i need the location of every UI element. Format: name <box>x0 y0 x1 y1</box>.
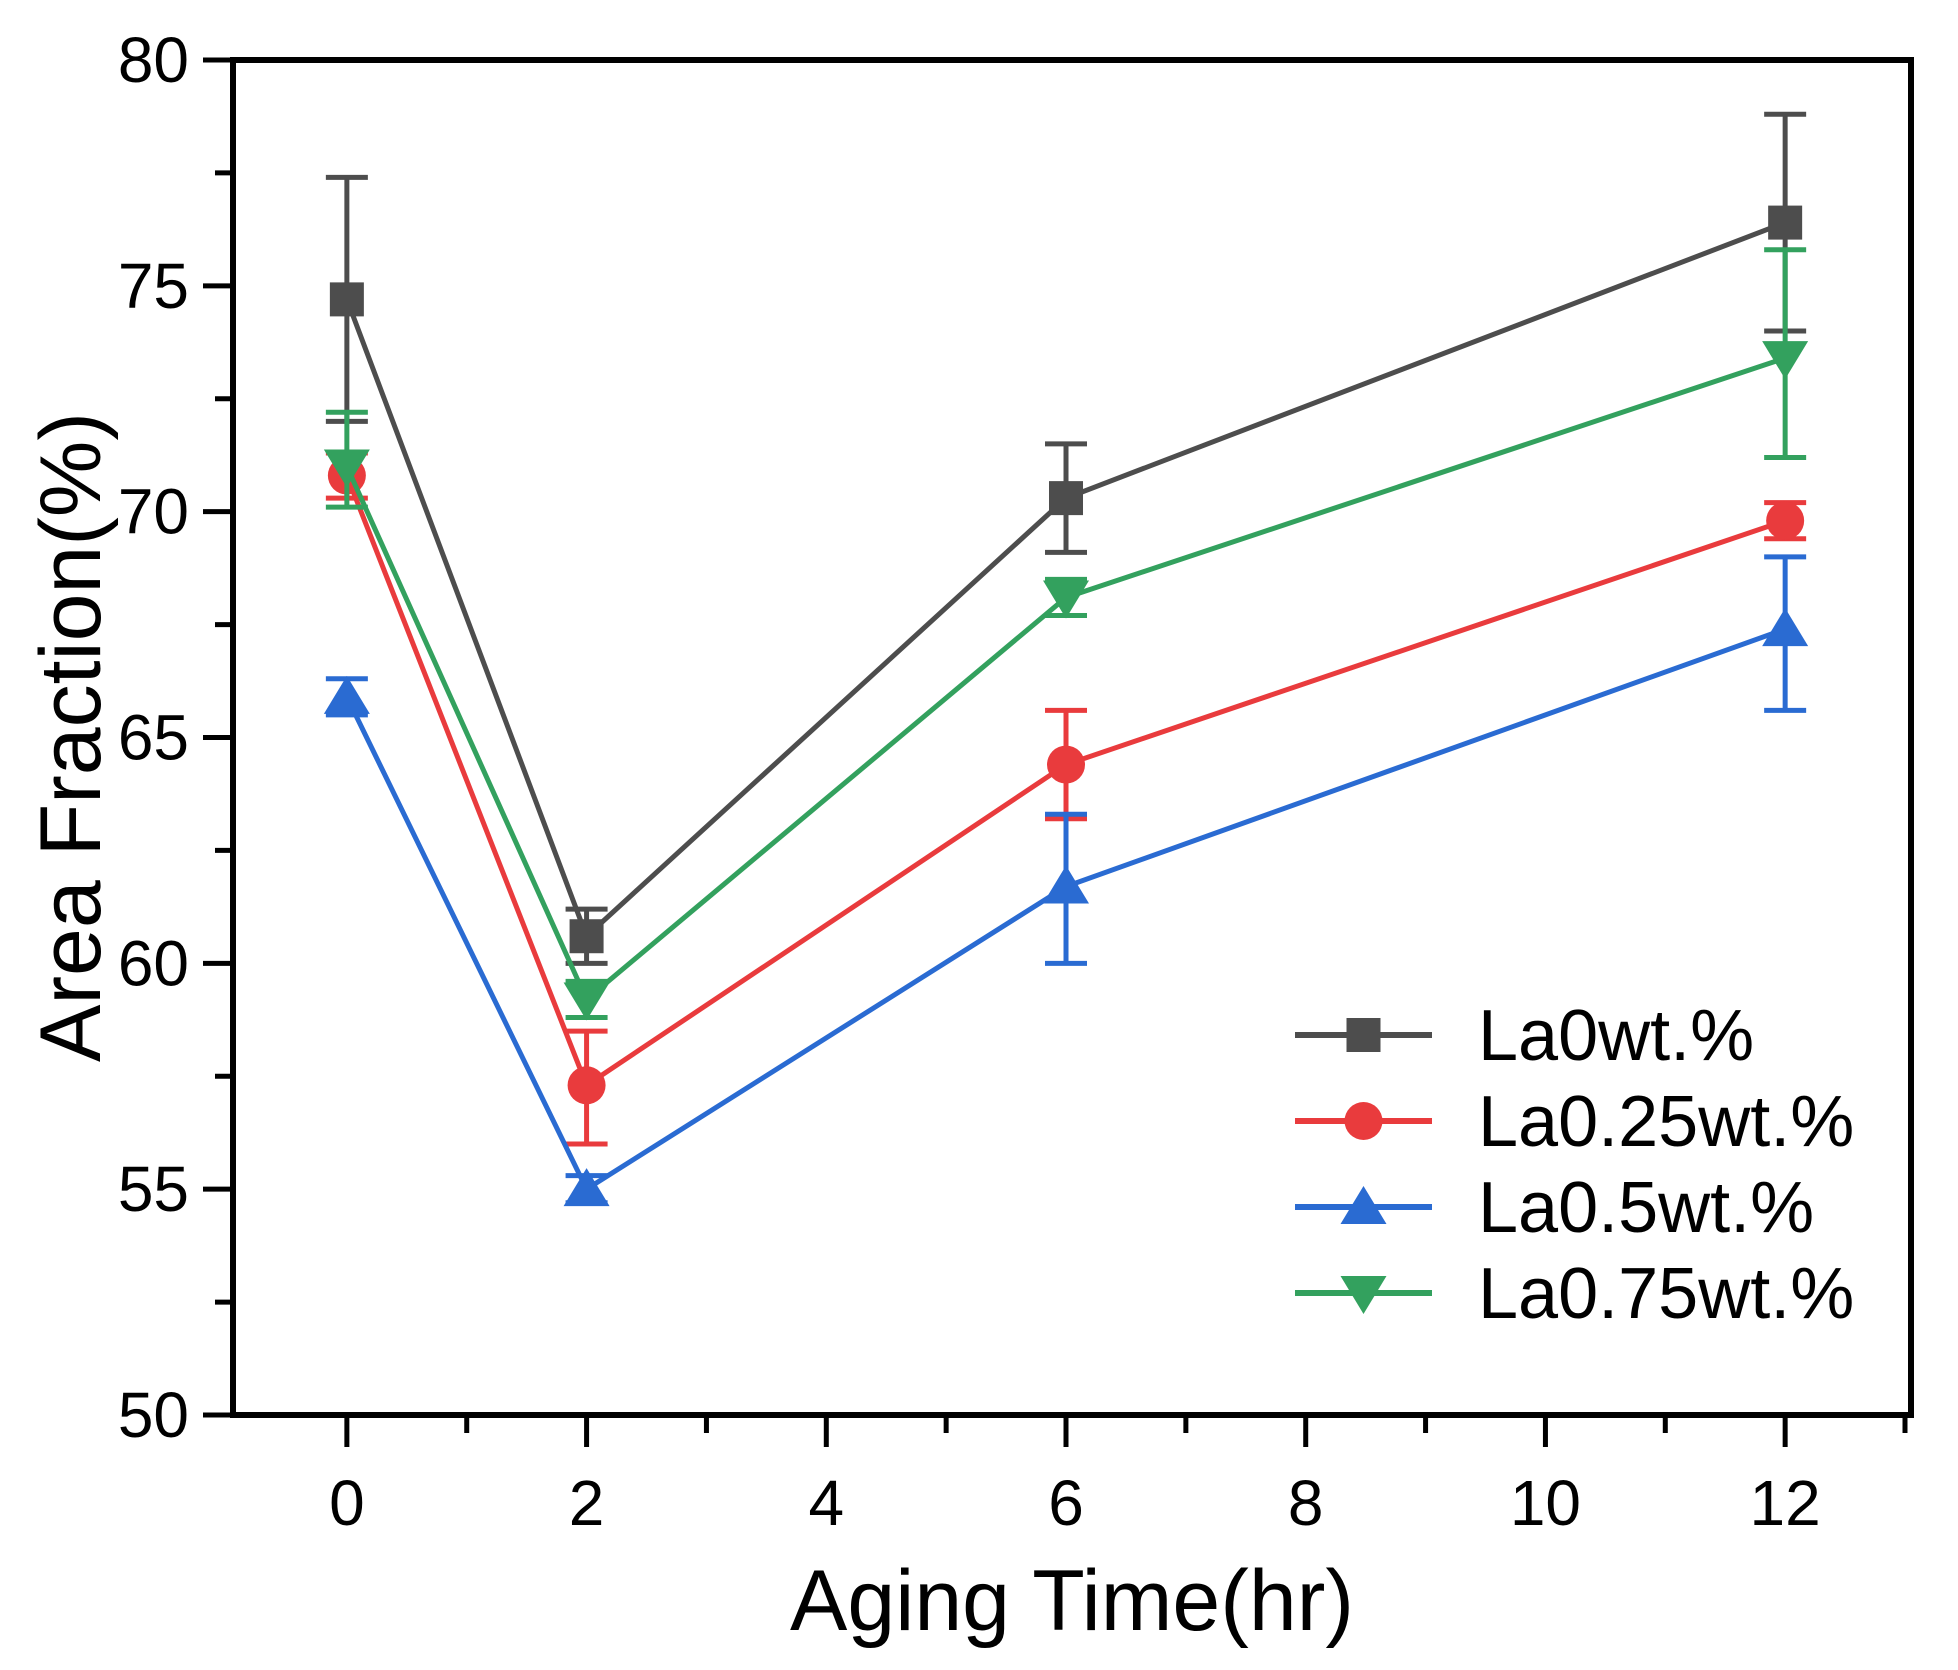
x-tick-label: 12 <box>1750 1467 1821 1539</box>
triangle-down-marker <box>563 982 610 1021</box>
circle-marker <box>567 1066 606 1105</box>
triangle-down-marker <box>1043 580 1090 619</box>
x-tick-label: 4 <box>808 1467 844 1539</box>
y-tick-label: 65 <box>118 702 189 774</box>
x-tick-label: 8 <box>1288 1467 1324 1539</box>
circle-marker <box>1047 745 1086 784</box>
legend-item: La0wt.% <box>1295 996 1754 1076</box>
legend-item: La0.75wt.% <box>1295 1254 1854 1334</box>
triangle-up-marker <box>1043 865 1090 904</box>
legend-triangle-down-marker <box>1340 1276 1387 1314</box>
y-axis-title: Area Fraction(%) <box>23 412 119 1062</box>
axis-ticks <box>203 57 1908 1447</box>
x-tick-label: 6 <box>1048 1467 1084 1539</box>
square-marker <box>1768 205 1803 240</box>
triangle-up-marker <box>1762 608 1809 647</box>
legend-label: La0.25wt.% <box>1478 1082 1854 1162</box>
legend-label: La0.75wt.% <box>1478 1254 1854 1334</box>
legend-item: La0.25wt.% <box>1295 1082 1854 1162</box>
series-la0wt <box>325 111 1807 966</box>
x-tick-label: 0 <box>329 1467 365 1539</box>
legend-circle-marker <box>1344 1102 1383 1140</box>
series-line <box>344 474 1786 1090</box>
legend-triangle-up-marker <box>1340 1186 1387 1224</box>
square-marker <box>329 282 364 317</box>
legend-item: La0.5wt.% <box>1295 1168 1814 1248</box>
circle-marker <box>1766 501 1805 540</box>
series-la075wt <box>323 247 1809 1021</box>
legend-label: La0wt.% <box>1478 996 1754 1076</box>
legend-square-marker <box>1346 1018 1381 1052</box>
triangle-down-marker <box>1762 341 1809 380</box>
series-la05wt <box>323 554 1809 1207</box>
square-marker <box>569 919 604 954</box>
series-layer <box>323 111 1809 1207</box>
y-tick-label: 70 <box>118 476 189 548</box>
series-line <box>344 626 1786 1193</box>
x-axis-title: Aging Time(hr) <box>790 1553 1354 1649</box>
y-tick-label: 75 <box>118 250 189 322</box>
y-tick-label: 50 <box>118 1379 189 1451</box>
x-tick-label: 2 <box>569 1467 605 1539</box>
axis-tick-labels: 50 55 60 65 70 75 80 0 2 4 6 8 10 12 <box>118 24 1821 1539</box>
y-tick-label: 60 <box>118 927 189 999</box>
triangle-up-marker <box>323 675 370 714</box>
triangle-down-marker <box>323 449 370 488</box>
legend: La0wt.%La0.25wt.%La0.5wt.%La0.75wt.% <box>1295 996 1854 1334</box>
x-tick-label: 10 <box>1510 1467 1581 1539</box>
square-marker <box>1049 481 1084 516</box>
legend-label: La0.5wt.% <box>1478 1168 1814 1248</box>
series-line <box>344 355 1786 1004</box>
y-tick-label: 80 <box>118 24 189 96</box>
series-line <box>344 220 1787 941</box>
triangle-up-marker <box>563 1168 610 1207</box>
y-tick-label: 55 <box>118 1153 189 1225</box>
